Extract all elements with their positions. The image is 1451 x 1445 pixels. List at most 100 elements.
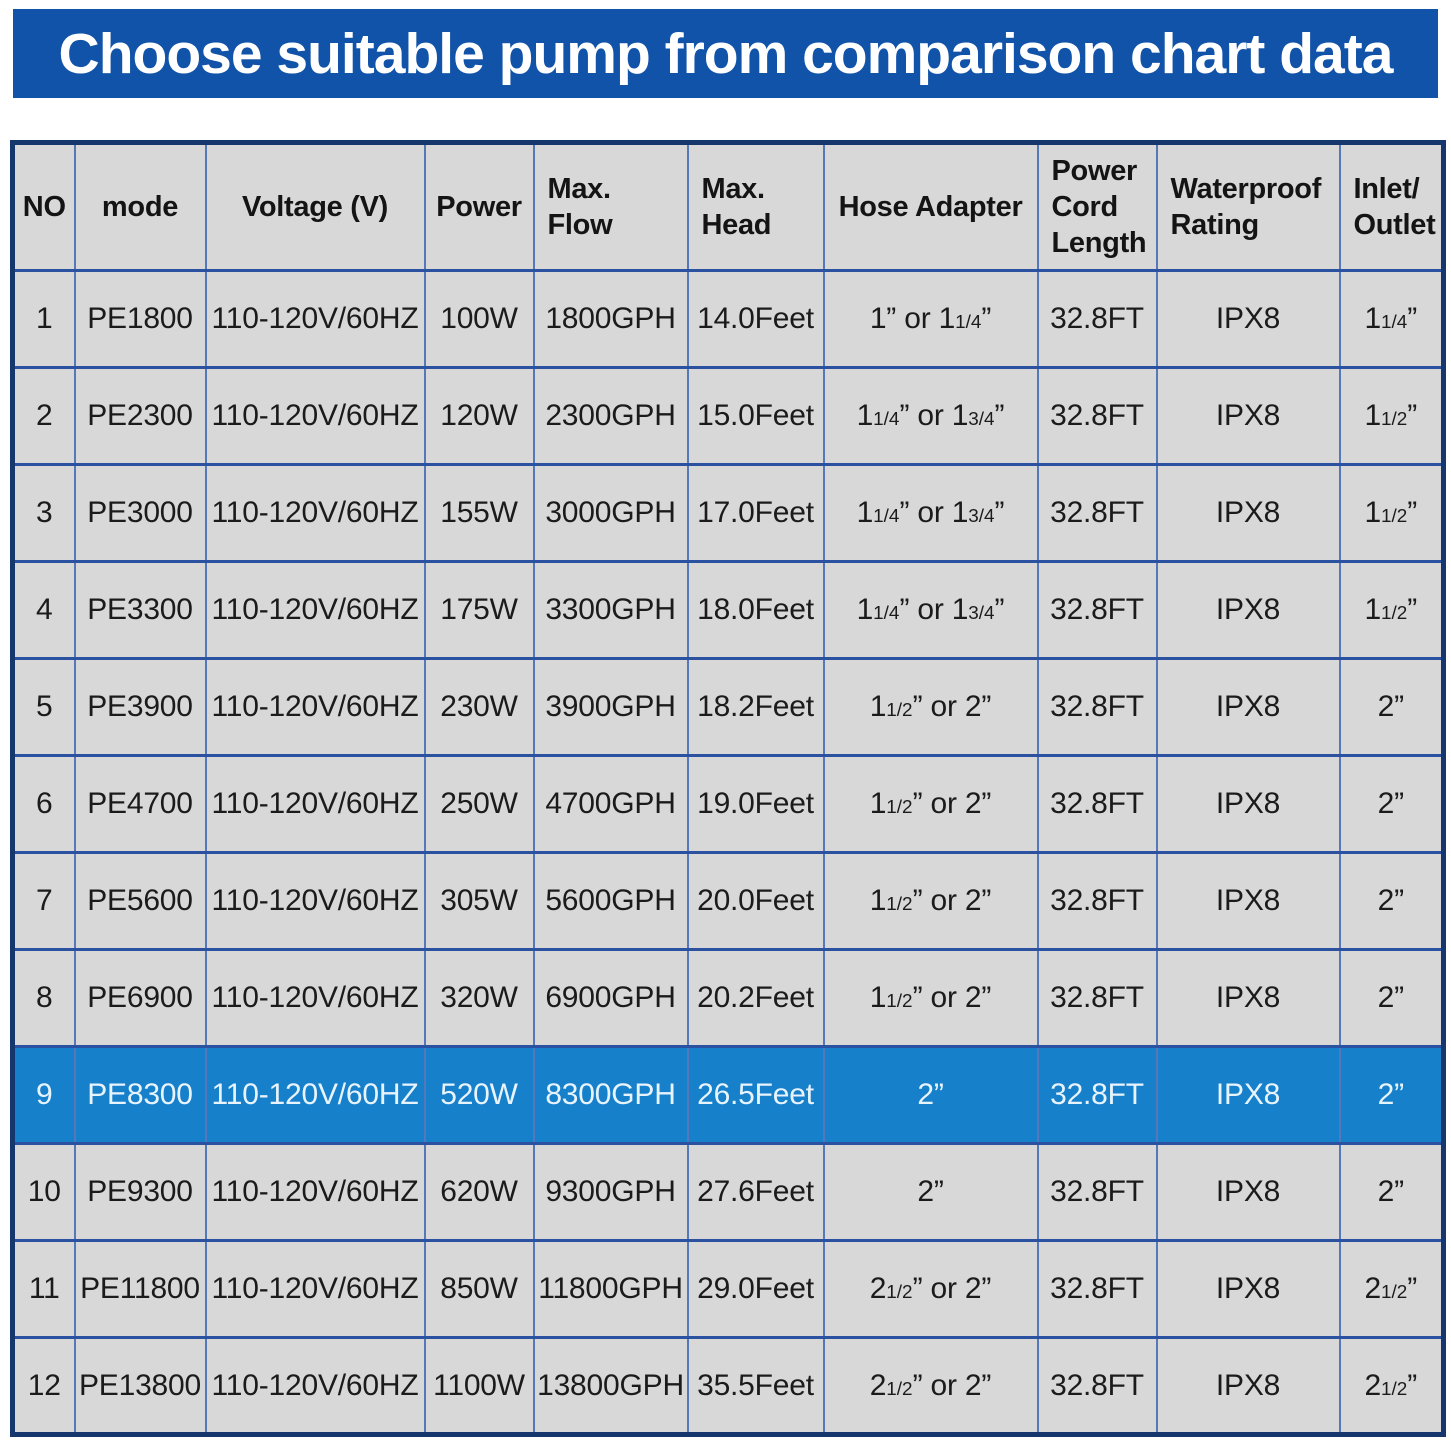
- fraction-text: 1/2: [886, 1282, 913, 1303]
- fraction-text: 3/4: [968, 409, 995, 430]
- table-row-11: 11 PE11800 110-120V/60HZ 850W 11800GPH 29.0Fe…: [11, 1239, 1444, 1338]
- cell-power_cord_length: 32.8FT: [1036, 463, 1157, 562]
- col-header-max_flow: Max. Flow: [532, 141, 688, 271]
- cell-max_flow: 1800GPH: [532, 269, 688, 368]
- table-row-8: 8 PE6900 110-120V/60HZ 320W 6900GPH 20.2Feet 1…: [11, 948, 1444, 1047]
- col-header-power_cord_length: Power Cord Length: [1036, 141, 1157, 271]
- cell-waterproof_rating: IPX8: [1155, 754, 1340, 853]
- header-row: NO mode Voltage (V) Power Max. Flow Max. Head…: [11, 141, 1444, 271]
- cell-power: 320W: [423, 948, 534, 1047]
- cell-mode: PE3900: [73, 657, 206, 756]
- cell-max_head: 35.5Feet: [686, 1336, 824, 1435]
- cell-hose_adapter: 11/4” or 13/4”: [822, 366, 1038, 465]
- cell-hose_adapter: 11/2” or 2”: [822, 754, 1038, 853]
- cell-inlet_outlet: 21/2”: [1338, 1336, 1444, 1435]
- cell-no: 4: [11, 560, 75, 659]
- cell-max_flow: 9300GPH: [532, 1142, 688, 1241]
- cell-mode: PE9300: [73, 1142, 206, 1241]
- cell-inlet_outlet: 11/4”: [1338, 269, 1444, 368]
- fraction-text: 1/2: [1380, 409, 1408, 430]
- cell-max_head: 20.0Feet: [686, 851, 824, 950]
- cell-voltage: 110-120V/60HZ: [204, 560, 425, 659]
- cell-max_head: 15.0Feet: [686, 366, 824, 465]
- cell-hose_adapter: 11/4” or 13/4”: [822, 560, 1038, 659]
- cell-power: 100W: [423, 269, 534, 368]
- cell-power_cord_length: 32.8FT: [1036, 1239, 1157, 1338]
- cell-voltage: 110-120V/60HZ: [204, 1336, 425, 1435]
- cell-voltage: 110-120V/60HZ: [204, 851, 425, 950]
- col-header-hose_adapter: Hose Adapter: [822, 141, 1038, 271]
- cell-power: 520W: [423, 1045, 534, 1144]
- cell-inlet_outlet: 2”: [1338, 657, 1444, 756]
- cell-power: 175W: [423, 560, 534, 659]
- cell-hose_adapter: 11/2” or 2”: [822, 948, 1038, 1047]
- table-row-5: 5 PE3900 110-120V/60HZ 230W 3900GPH 18.2Feet 1…: [11, 657, 1444, 756]
- cell-mode: PE1800: [73, 269, 206, 368]
- cell-power_cord_length: 32.8FT: [1036, 560, 1157, 659]
- cell-hose_adapter: 1” or 11/4”: [822, 269, 1038, 368]
- cell-max_head: 29.0Feet: [686, 1239, 824, 1338]
- cell-voltage: 110-120V/60HZ: [204, 269, 425, 368]
- cell-power: 305W: [423, 851, 534, 950]
- fraction-text: 1/4: [1380, 312, 1408, 333]
- cell-hose_adapter: 11/2” or 2”: [822, 851, 1038, 950]
- table-row-4: 4 PE3300 110-120V/60HZ 175W 3300GPH 18.0Feet 1…: [11, 560, 1444, 659]
- cell-mode: PE4700: [73, 754, 206, 853]
- fraction-text: 1/4: [955, 312, 982, 333]
- cell-max_flow: 13800GPH: [532, 1336, 688, 1435]
- fraction-text: 1/4: [873, 506, 900, 527]
- cell-no: 10: [11, 1142, 75, 1241]
- cell-power: 1100W: [423, 1336, 534, 1435]
- cell-power: 120W: [423, 366, 534, 465]
- cell-waterproof_rating: IPX8: [1155, 851, 1340, 950]
- cell-mode: PE11800: [73, 1239, 206, 1338]
- cell-max_head: 26.5Feet: [686, 1045, 824, 1144]
- cell-mode: PE5600: [73, 851, 206, 950]
- cell-voltage: 110-120V/60HZ: [204, 463, 425, 562]
- cell-power: 155W: [423, 463, 534, 562]
- cell-power_cord_length: 32.8FT: [1036, 1142, 1157, 1241]
- cell-inlet_outlet: 2”: [1338, 1142, 1444, 1241]
- fraction-text: 1/4: [873, 603, 900, 624]
- cell-voltage: 110-120V/60HZ: [204, 1142, 425, 1241]
- fraction-text: 3/4: [968, 603, 995, 624]
- cell-no: 9: [11, 1045, 75, 1144]
- table-header: NO mode Voltage (V) Power Max. Flow Max. Head…: [11, 141, 1444, 271]
- cell-max_flow: 2300GPH: [532, 366, 688, 465]
- cell-power_cord_length: 32.8FT: [1036, 851, 1157, 950]
- col-header-mode: mode: [73, 141, 206, 271]
- cell-max_flow: 3900GPH: [532, 657, 688, 756]
- cell-power_cord_length: 32.8FT: [1036, 269, 1157, 368]
- cell-max_flow: 8300GPH: [532, 1045, 688, 1144]
- cell-max_flow: 3300GPH: [532, 560, 688, 659]
- fraction-text: 1/2: [1380, 1378, 1408, 1400]
- cell-inlet_outlet: 11/2”: [1338, 560, 1444, 659]
- cell-power_cord_length: 32.8FT: [1036, 948, 1157, 1047]
- col-header-waterproof_rating: Waterproof Rating: [1155, 141, 1340, 271]
- cell-no: 3: [11, 463, 75, 562]
- col-header-inlet_outlet: Inlet/ Outlet: [1338, 141, 1444, 271]
- cell-no: 2: [11, 366, 75, 465]
- fraction-text: 1/2: [1380, 1282, 1408, 1303]
- cell-power_cord_length: 32.8FT: [1036, 754, 1157, 853]
- cell-inlet_outlet: 2”: [1338, 754, 1444, 853]
- cell-inlet_outlet: 2”: [1338, 1045, 1444, 1144]
- fraction-text: 1/2: [886, 1378, 913, 1400]
- cell-max_head: 18.2Feet: [686, 657, 824, 756]
- cell-max_head: 27.6Feet: [686, 1142, 824, 1241]
- cell-max_flow: 11800GPH: [532, 1239, 688, 1338]
- table-row-9: 9 PE8300 110-120V/60HZ 520W 8300GPH 26.5Feet 2…: [11, 1045, 1444, 1144]
- cell-hose_adapter: 2”: [822, 1045, 1038, 1144]
- cell-mode: PE13800: [73, 1336, 206, 1435]
- cell-voltage: 110-120V/60HZ: [204, 1045, 425, 1144]
- cell-voltage: 110-120V/60HZ: [204, 948, 425, 1047]
- cell-no: 8: [11, 948, 75, 1047]
- cell-max_flow: 4700GPH: [532, 754, 688, 853]
- col-header-power: Power: [423, 141, 534, 271]
- cell-power: 230W: [423, 657, 534, 756]
- cell-no: 11: [11, 1239, 75, 1338]
- cell-no: 6: [11, 754, 75, 853]
- cell-mode: PE3000: [73, 463, 206, 562]
- col-header-voltage: Voltage (V): [204, 141, 425, 271]
- cell-max_flow: 3000GPH: [532, 463, 688, 562]
